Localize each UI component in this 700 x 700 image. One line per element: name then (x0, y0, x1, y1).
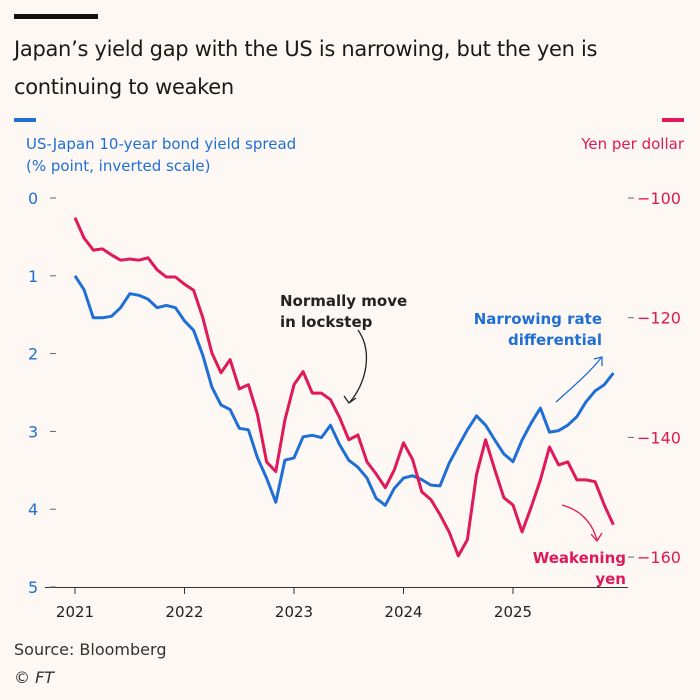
left-axis-label: US-Japan 10-year bond yield spread (26, 135, 297, 153)
right-tick-label: −140 (637, 428, 681, 447)
left-tick-label: 1 (28, 267, 38, 286)
narrowing-arrowhead (593, 356, 603, 366)
yen-line (73, 217, 615, 558)
annotation-lockstep-line1: Normally move (280, 292, 408, 310)
weakening-arrowhead (590, 532, 603, 543)
x-tick-label: 2022 (165, 603, 203, 621)
left-tick-label: 2 (28, 345, 38, 364)
right-axis-label: Yen per dollar (581, 135, 684, 153)
left-tick-label: 5 (28, 578, 38, 597)
right-tick-label: −160 (637, 548, 681, 567)
left-series-key (14, 118, 36, 122)
lockstep-arrowhead (343, 395, 357, 404)
annotation-weakening: Weakening yen (500, 548, 626, 590)
narrowing-arrow (555, 357, 602, 403)
annotation-narrowing-line2: differential (507, 331, 602, 349)
left-tick-label: 0 (28, 189, 38, 208)
left-tick-label: 3 (28, 422, 38, 441)
right-tick-label: −100 (637, 189, 681, 208)
lockstep-arrow (349, 329, 368, 403)
weakening-arrow (561, 504, 598, 541)
x-tick-label: 2024 (384, 603, 422, 621)
source-note: Source: Bloomberg (14, 640, 167, 659)
x-tick-label: 2021 (56, 603, 94, 621)
right-tick-label: −120 (637, 309, 681, 328)
annotation-narrowing: Narrowing rate differential (440, 309, 602, 351)
yield-spread-line (73, 274, 615, 507)
left-tick-label: 4 (28, 500, 38, 519)
right-series-key (662, 118, 684, 122)
copyright: © FT (14, 668, 55, 687)
annotation-narrowing-line1: Narrowing rate (473, 310, 602, 328)
chart-title: Japan’s yield gap with the US is narrowi… (14, 37, 598, 99)
annotation-weakening-line2: yen (595, 570, 626, 588)
left-axis-sublabel: (% point, inverted scale) (26, 157, 211, 175)
annotation-weakening-line1: Weakening (532, 549, 626, 567)
annotation-lockstep-line2: in lockstep (280, 313, 373, 331)
x-tick-label: 2023 (275, 603, 313, 621)
x-tick-label: 2025 (494, 603, 532, 621)
annotation-lockstep: Normally move in lockstep (280, 291, 407, 333)
ft-top-bar (14, 14, 98, 19)
